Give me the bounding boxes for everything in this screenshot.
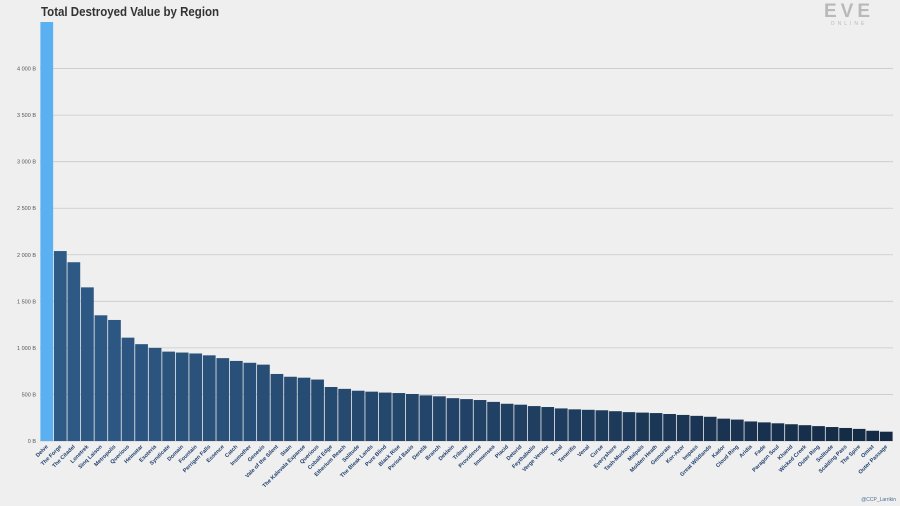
logo-sub-text: ONLINE	[830, 21, 868, 27]
bar	[405, 393, 419, 441]
y-tick-label: 3 000 B	[17, 160, 36, 166]
bar	[216, 358, 230, 441]
bar	[40, 22, 54, 441]
y-axis-ticks: 0 B 500 B 1 000 B 1 500 B 2 000 B 2 500 B 3 00…	[17, 67, 36, 445]
bar	[879, 431, 893, 441]
y-tick-label: 0 B	[28, 439, 37, 445]
bar	[730, 419, 744, 441]
bar	[527, 406, 541, 441]
chart-title: Total Destroyed Value by Region	[41, 5, 220, 19]
bar	[609, 411, 622, 441]
bars	[40, 22, 893, 441]
bar	[433, 396, 446, 441]
bar	[338, 388, 352, 441]
bar	[284, 376, 297, 441]
bar	[771, 423, 785, 441]
bar	[162, 351, 175, 441]
bar	[812, 426, 825, 441]
bar	[581, 409, 595, 441]
bar	[636, 412, 649, 441]
bar	[257, 364, 270, 441]
bar	[460, 399, 473, 441]
bar	[690, 415, 704, 441]
y-tick-label: 1 000 B	[17, 346, 36, 352]
bar	[189, 353, 203, 441]
bar	[121, 337, 135, 441]
bar	[541, 407, 555, 441]
bar	[419, 395, 433, 441]
bar	[378, 392, 392, 441]
bar	[446, 398, 460, 441]
bar	[243, 362, 257, 441]
bar	[324, 386, 338, 441]
bar	[554, 408, 568, 441]
y-tick-label: 500 B	[22, 392, 37, 398]
x-category-label: Aridia	[738, 444, 754, 460]
bar	[514, 404, 528, 441]
bar	[229, 360, 243, 441]
bar	[622, 412, 636, 441]
bar	[744, 421, 758, 441]
bar	[81, 287, 94, 441]
bar	[717, 418, 731, 441]
bar	[473, 400, 487, 441]
logo-main-text: EVE	[823, 1, 875, 22]
bar	[67, 262, 81, 441]
y-tick-label: 4 000 B	[17, 67, 36, 73]
bar	[758, 422, 771, 441]
bar	[94, 315, 108, 441]
bar	[148, 347, 162, 441]
bar	[487, 401, 500, 441]
bar	[392, 393, 406, 441]
bar	[365, 391, 379, 441]
bar	[53, 251, 67, 441]
bar	[270, 373, 284, 441]
bar	[866, 430, 880, 441]
bar	[568, 409, 582, 441]
bar	[595, 410, 609, 441]
y-tick-label: 1 500 B	[17, 299, 36, 305]
bar	[825, 427, 839, 441]
bar	[676, 414, 690, 441]
bar	[311, 379, 324, 441]
bar	[852, 428, 866, 441]
bar	[202, 355, 216, 441]
bar	[649, 413, 663, 441]
eve-online-logo: EVE ONLINE	[818, 2, 880, 28]
bar	[351, 390, 365, 441]
bar	[663, 413, 676, 441]
y-tick-label: 2 000 B	[17, 253, 36, 259]
bar	[500, 403, 514, 441]
bar	[108, 319, 121, 441]
bar	[703, 416, 717, 441]
bar	[785, 424, 798, 441]
bar	[798, 425, 812, 441]
bar	[297, 377, 311, 441]
bar	[175, 352, 189, 441]
bar	[135, 344, 148, 441]
y-tick-label: 3 500 B	[17, 113, 36, 119]
y-tick-label: 2 500 B	[17, 206, 36, 212]
author-credit: @CCP_Larrikin	[861, 497, 896, 503]
bar	[839, 427, 852, 441]
